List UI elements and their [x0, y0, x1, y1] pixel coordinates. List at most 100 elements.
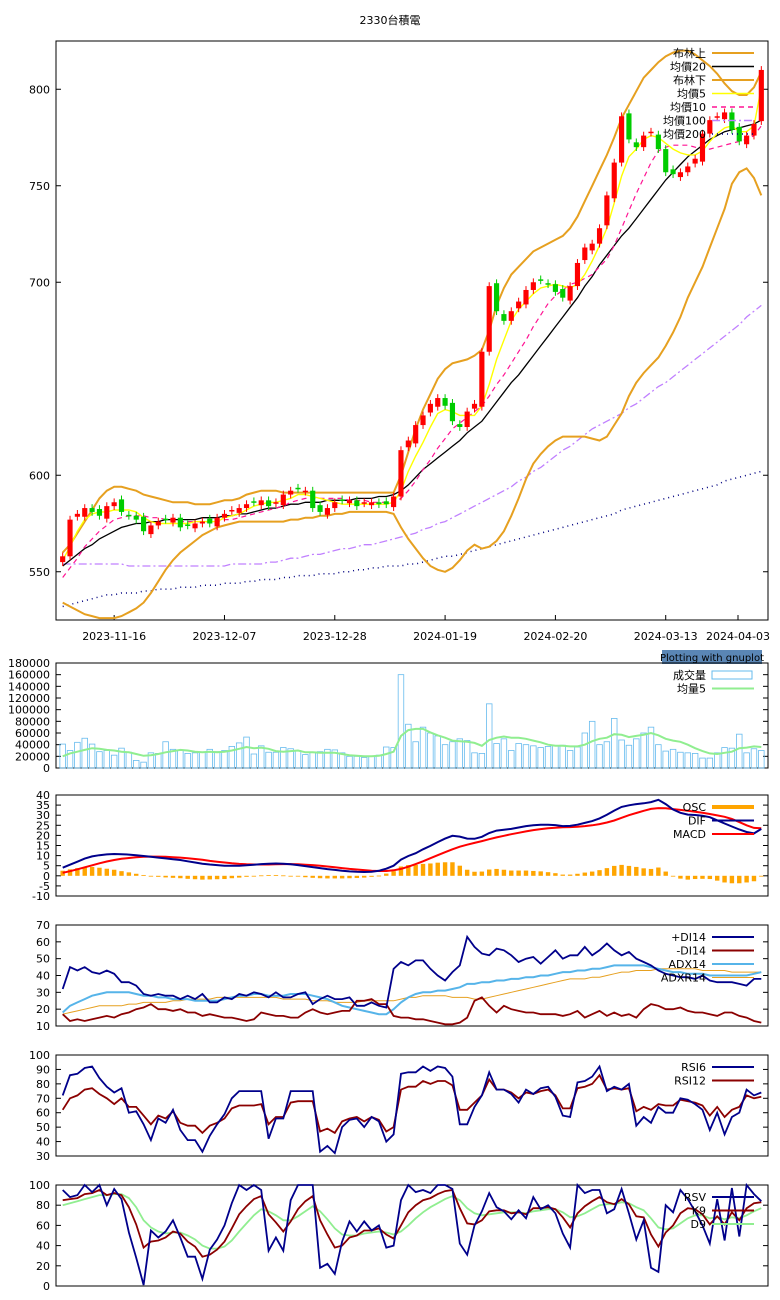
volume-bar — [235, 742, 243, 769]
osc-bar — [339, 875, 345, 879]
osc-bar — [435, 862, 440, 876]
candle-body — [229, 509, 235, 512]
osc-bar — [288, 875, 293, 877]
osc-bar — [420, 863, 426, 876]
volume-panel-frame — [55, 662, 769, 769]
volume-bar — [316, 751, 324, 769]
volume-bar — [243, 736, 250, 769]
candle-body — [435, 398, 441, 407]
plus-di14-line — [61, 934, 762, 1009]
candle-body — [155, 521, 161, 526]
price-xtick-label: 2023-12-28 — [303, 630, 367, 643]
osc-bar — [729, 875, 735, 884]
volume-bar — [397, 674, 405, 769]
osc-bar — [119, 871, 124, 876]
rsi-ytick-label: 30 — [36, 1150, 50, 1163]
volume-bar — [368, 755, 375, 769]
volume-bar — [449, 741, 456, 769]
volume-bar — [618, 739, 625, 769]
volume-bar — [471, 752, 478, 769]
rsi12-line — [61, 1073, 762, 1135]
candle-body — [185, 524, 191, 526]
macd-panel-frame — [55, 794, 769, 897]
candle-body — [464, 411, 470, 427]
volume-bar — [456, 738, 463, 769]
kd-ytick-label: 0 — [43, 1280, 50, 1293]
price-xtick-label: 2023-12-07 — [193, 630, 257, 643]
volume-bar — [302, 754, 309, 769]
osc-bar — [619, 864, 624, 876]
candle-body — [148, 525, 154, 535]
osc-bar — [700, 875, 705, 879]
osc-bar — [442, 862, 448, 876]
ma200-line — [62, 470, 762, 608]
osc-bar — [450, 862, 455, 876]
candle-body — [486, 286, 492, 352]
dmi-legend-label: +DI14 — [671, 931, 706, 944]
osc-bar — [376, 875, 382, 877]
candle-body — [582, 247, 588, 261]
candle-body — [163, 518, 169, 521]
candle-body — [611, 162, 617, 199]
volume-bar — [361, 757, 368, 769]
price-ytick-label: 600 — [29, 469, 50, 482]
volume-bar — [721, 747, 728, 769]
osc-bar — [538, 871, 543, 876]
candle-body — [692, 158, 698, 164]
price-legend-label: 均價5 — [677, 87, 706, 101]
volume-bar — [537, 747, 544, 769]
osc-bar — [641, 868, 646, 876]
dmi-legend-label: ADX14 — [668, 958, 706, 971]
candle-body — [376, 502, 382, 505]
price-xtick-label: 2024-02-20 — [523, 630, 587, 643]
ma5-line — [62, 87, 762, 561]
volume-bar — [162, 741, 169, 769]
candle-body — [530, 282, 536, 290]
volume-bar — [736, 733, 743, 769]
osc-bar — [148, 875, 154, 877]
macd-ytick-label: 30 — [36, 809, 50, 822]
osc-bar — [582, 872, 588, 876]
volume-bar — [213, 751, 221, 769]
volume-bar — [544, 746, 552, 769]
candle-body — [442, 398, 448, 406]
candle-body — [567, 286, 573, 301]
volume-bar — [640, 732, 647, 769]
osc-bar — [295, 875, 301, 877]
chart-title: 2330台積電 — [360, 13, 421, 27]
bollinger-lower-line — [62, 167, 763, 620]
osc-bar — [656, 867, 661, 876]
volume-bar — [427, 732, 434, 769]
volume-ytick-label: 40000 — [15, 739, 50, 752]
osc-bar — [259, 875, 264, 877]
volume-bar — [706, 757, 714, 769]
osc-bar — [89, 866, 95, 876]
candle-body — [60, 556, 66, 563]
volume-bar — [74, 741, 81, 769]
osc-bar — [391, 871, 396, 876]
candle-body — [361, 502, 367, 504]
dmi-ytick-label: 20 — [36, 1003, 50, 1016]
osc-bar — [744, 875, 749, 883]
osc-bar — [479, 871, 485, 876]
osc-bar — [509, 870, 514, 876]
candle-body — [251, 501, 257, 503]
volume-bar — [81, 737, 88, 769]
dmi-legend-label: ADXR14 — [661, 972, 706, 985]
volume-bar — [324, 748, 331, 769]
price-ytick-label: 550 — [29, 566, 50, 579]
kd-ytick-label: 20 — [36, 1260, 50, 1273]
macd-ytick-label: 10 — [36, 850, 50, 863]
osc-bar — [648, 868, 654, 876]
osc-bar — [685, 875, 690, 880]
osc-bar — [347, 875, 352, 879]
candle-body — [89, 508, 95, 512]
volume-bar — [515, 743, 522, 769]
volume-bar — [169, 748, 177, 769]
volume-bar — [184, 753, 191, 769]
candle-body — [82, 508, 88, 517]
osc-bar — [369, 875, 374, 877]
volume-bar — [559, 744, 566, 769]
volume-bar — [221, 750, 228, 769]
volume-bar — [530, 745, 537, 769]
